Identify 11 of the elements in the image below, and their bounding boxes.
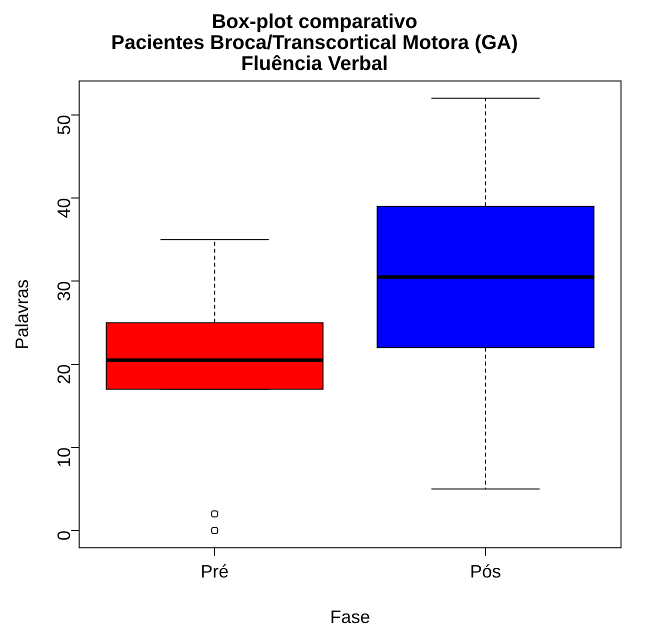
- y-tick-label: 0: [54, 530, 74, 541]
- chart-title: Box-plot comparativo Pacientes Broca/Transcortical Motora (GA) Fluência Verbal: [111, 11, 518, 76]
- y-tick-label: 30: [54, 281, 74, 302]
- y-tick-label: 40: [54, 198, 74, 218]
- x-tick-label: Pré: [200, 562, 229, 582]
- x-tick-label: Pós: [470, 562, 502, 582]
- x-axis-title: Fase: [330, 607, 370, 628]
- y-tick-label: 20: [54, 364, 74, 384]
- y-tick-label: 10: [54, 447, 74, 468]
- y-axis-title: Palavras: [12, 279, 32, 350]
- y-tick-label: 50: [54, 114, 74, 135]
